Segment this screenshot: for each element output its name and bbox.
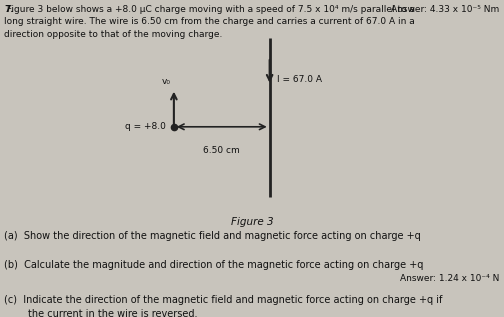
- Text: 6.50 cm: 6.50 cm: [204, 146, 240, 155]
- Text: Answer: 1.24 x 10⁻⁴ N: Answer: 1.24 x 10⁻⁴ N: [400, 274, 499, 283]
- Text: (a)  Show the direction of the magnetic field and magnetic force acting on charg: (a) Show the direction of the magnetic f…: [4, 231, 421, 242]
- Text: (b)  Calculate the magnitude and direction of the magnetic force acting on charg: (b) Calculate the magnitude and directio…: [4, 260, 423, 270]
- Text: direction opposite to that of the moving charge.: direction opposite to that of the moving…: [4, 30, 222, 39]
- Text: v₀: v₀: [162, 77, 171, 86]
- Text: Figure 3 below shows a +8.0 μC charge moving with a speed of 7.5 x 10⁴ m/s paral: Figure 3 below shows a +8.0 μC charge mo…: [4, 5, 415, 14]
- Text: q = +8.0: q = +8.0: [125, 122, 166, 131]
- Text: Answer: 4.33 x 10⁻⁵ Nm: Answer: 4.33 x 10⁻⁵ Nm: [391, 5, 499, 14]
- Text: long straight wire. The wire is 6.50 cm from the charge and carries a current of: long straight wire. The wire is 6.50 cm …: [4, 17, 415, 26]
- Text: I = 67.0 A: I = 67.0 A: [277, 75, 322, 84]
- Text: (c)  Indicate the direction of the magnetic field and magnetic force acting on c: (c) Indicate the direction of the magnet…: [4, 295, 443, 305]
- Text: 7.: 7.: [4, 5, 14, 14]
- Text: Figure 3: Figure 3: [231, 217, 273, 227]
- Text: the current in the wire is reversed.: the current in the wire is reversed.: [28, 309, 197, 317]
